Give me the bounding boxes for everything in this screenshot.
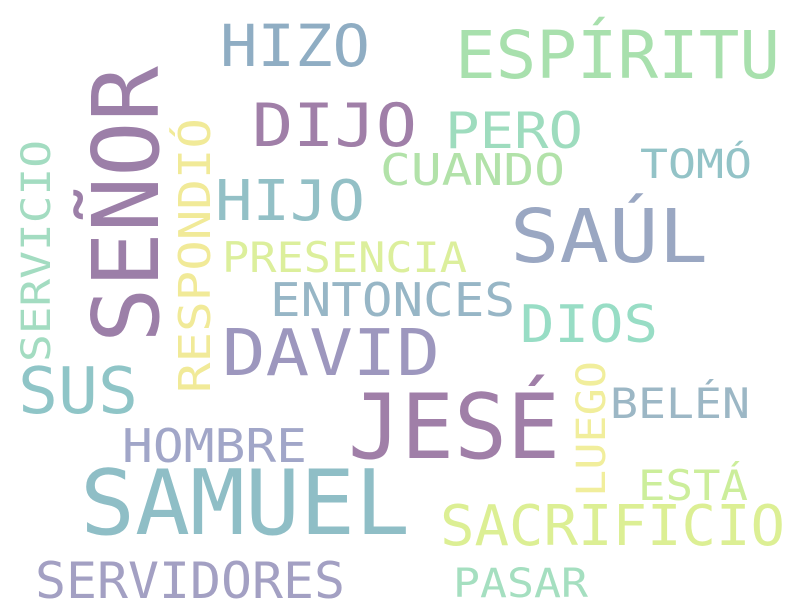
word-belen: BELÉN [610, 378, 750, 428]
word-senor: SEÑOR [72, 65, 180, 343]
word-sus: SUS [18, 355, 138, 429]
word-dios: DIOS [520, 295, 658, 355]
word-esta: ESTÁ [638, 460, 748, 510]
word-sacrificio: SACRIFICIO [440, 494, 785, 559]
word-respondio: RESPONDIÓ [168, 118, 221, 393]
word-hombre: HOMBRE [122, 419, 307, 473]
word-cuando: CUANDO [380, 145, 565, 196]
word-espiritu: ESPÍRITU [455, 16, 780, 94]
word-tomo: TOMÓ [640, 140, 752, 188]
word-pero: PERO [445, 102, 583, 160]
word-presencia: PRESENCIA [222, 233, 467, 282]
word-saul: SAÚL [510, 192, 708, 280]
word-servidores: SERVIDORES [35, 552, 345, 600]
word-pasar: PASAR [453, 561, 589, 600]
word-entonces: ENTONCES [270, 273, 515, 327]
word-samuel: SAMUEL [80, 451, 410, 556]
word-hijo: HIJO [215, 169, 365, 234]
word-david: DAVID [222, 317, 440, 391]
word-hizo: HIZO [220, 12, 370, 80]
word-dijo: DIJO [252, 91, 417, 161]
word-servicio: SERVICIO [14, 140, 60, 362]
word-luego: LUEGO [569, 361, 615, 497]
word-jese: JESÉ [348, 373, 560, 480]
